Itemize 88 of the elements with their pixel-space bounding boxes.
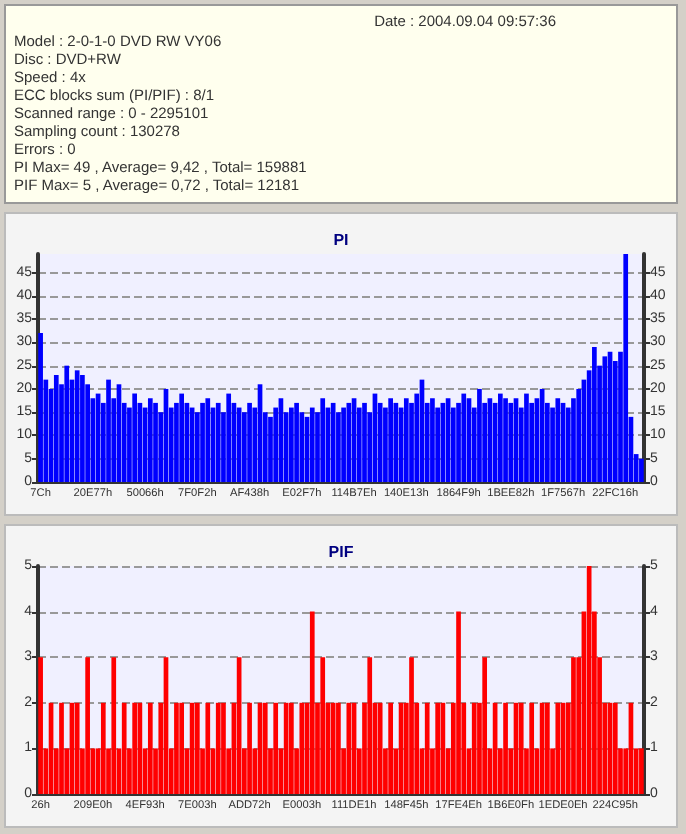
bar: [456, 611, 461, 794]
bar: [200, 402, 205, 482]
bar: [529, 702, 535, 794]
bar: [294, 402, 299, 482]
bar: [545, 702, 550, 794]
bar: [59, 702, 64, 794]
bar: [388, 398, 393, 482]
bar: [518, 702, 524, 794]
bar: [576, 388, 582, 482]
bar: [602, 356, 608, 482]
bar: [194, 702, 200, 794]
bar: [503, 702, 508, 794]
bar: [612, 702, 618, 794]
bar: [273, 702, 279, 794]
bar: [346, 702, 352, 794]
bar: [639, 458, 644, 482]
bar: [53, 374, 59, 482]
bar: [409, 657, 414, 794]
bar: [336, 702, 341, 794]
bar: [85, 657, 90, 794]
bar: [309, 407, 315, 482]
bar: [388, 702, 393, 794]
bar: [320, 657, 326, 794]
bar: [346, 402, 352, 482]
bar: [147, 702, 153, 794]
bar: [461, 393, 467, 482]
bar: [377, 702, 383, 794]
bar: [367, 657, 373, 794]
bar: [592, 347, 597, 482]
bar: [205, 702, 211, 794]
bar: [435, 702, 440, 794]
bar: [555, 398, 561, 482]
bar: [362, 402, 367, 482]
bar: [524, 393, 529, 482]
bar: [38, 333, 43, 482]
bar: [299, 702, 305, 794]
bar: [147, 398, 153, 482]
bar: [571, 657, 576, 794]
bar: [471, 702, 477, 794]
bar: [309, 611, 315, 794]
bar: [555, 702, 561, 794]
bar: [215, 402, 221, 482]
bar: [74, 370, 80, 482]
bar: [132, 393, 137, 482]
bar: [289, 407, 294, 482]
bar: [64, 365, 70, 482]
bar: [262, 702, 268, 794]
bar: [174, 402, 179, 482]
bar: [456, 402, 461, 482]
bar: [221, 702, 226, 794]
bar: [424, 702, 430, 794]
bar: [247, 702, 252, 794]
bar: [497, 393, 503, 482]
bar: [409, 402, 414, 482]
bar: [330, 402, 336, 482]
bar: [508, 402, 514, 482]
bar: [132, 702, 137, 794]
bar: [100, 702, 106, 794]
bar: [226, 393, 232, 482]
bar: [215, 702, 221, 794]
bar: [174, 702, 179, 794]
bar: [247, 402, 252, 482]
bar: [330, 702, 336, 794]
bar: [153, 402, 158, 482]
bar: [121, 702, 127, 794]
bar: [205, 398, 211, 482]
bar: [179, 393, 185, 482]
bar: [403, 398, 409, 482]
bar: [529, 402, 535, 482]
bar: [623, 254, 629, 482]
bar: [477, 388, 482, 482]
bar: [639, 748, 644, 794]
bar: [289, 702, 294, 794]
chart-title: PI: [333, 231, 349, 249]
bar: [341, 407, 346, 482]
bar: [377, 402, 383, 482]
bar: [503, 398, 508, 482]
bar: [111, 657, 117, 794]
bar: [74, 702, 80, 794]
bar: [430, 398, 435, 482]
bar: [106, 379, 111, 482]
bar: [268, 416, 273, 482]
bar: [38, 657, 43, 794]
bar: [80, 374, 85, 482]
chart-title: PIF: [328, 543, 354, 561]
bar: [320, 398, 326, 482]
bar: [179, 702, 185, 794]
bar: [482, 657, 488, 794]
